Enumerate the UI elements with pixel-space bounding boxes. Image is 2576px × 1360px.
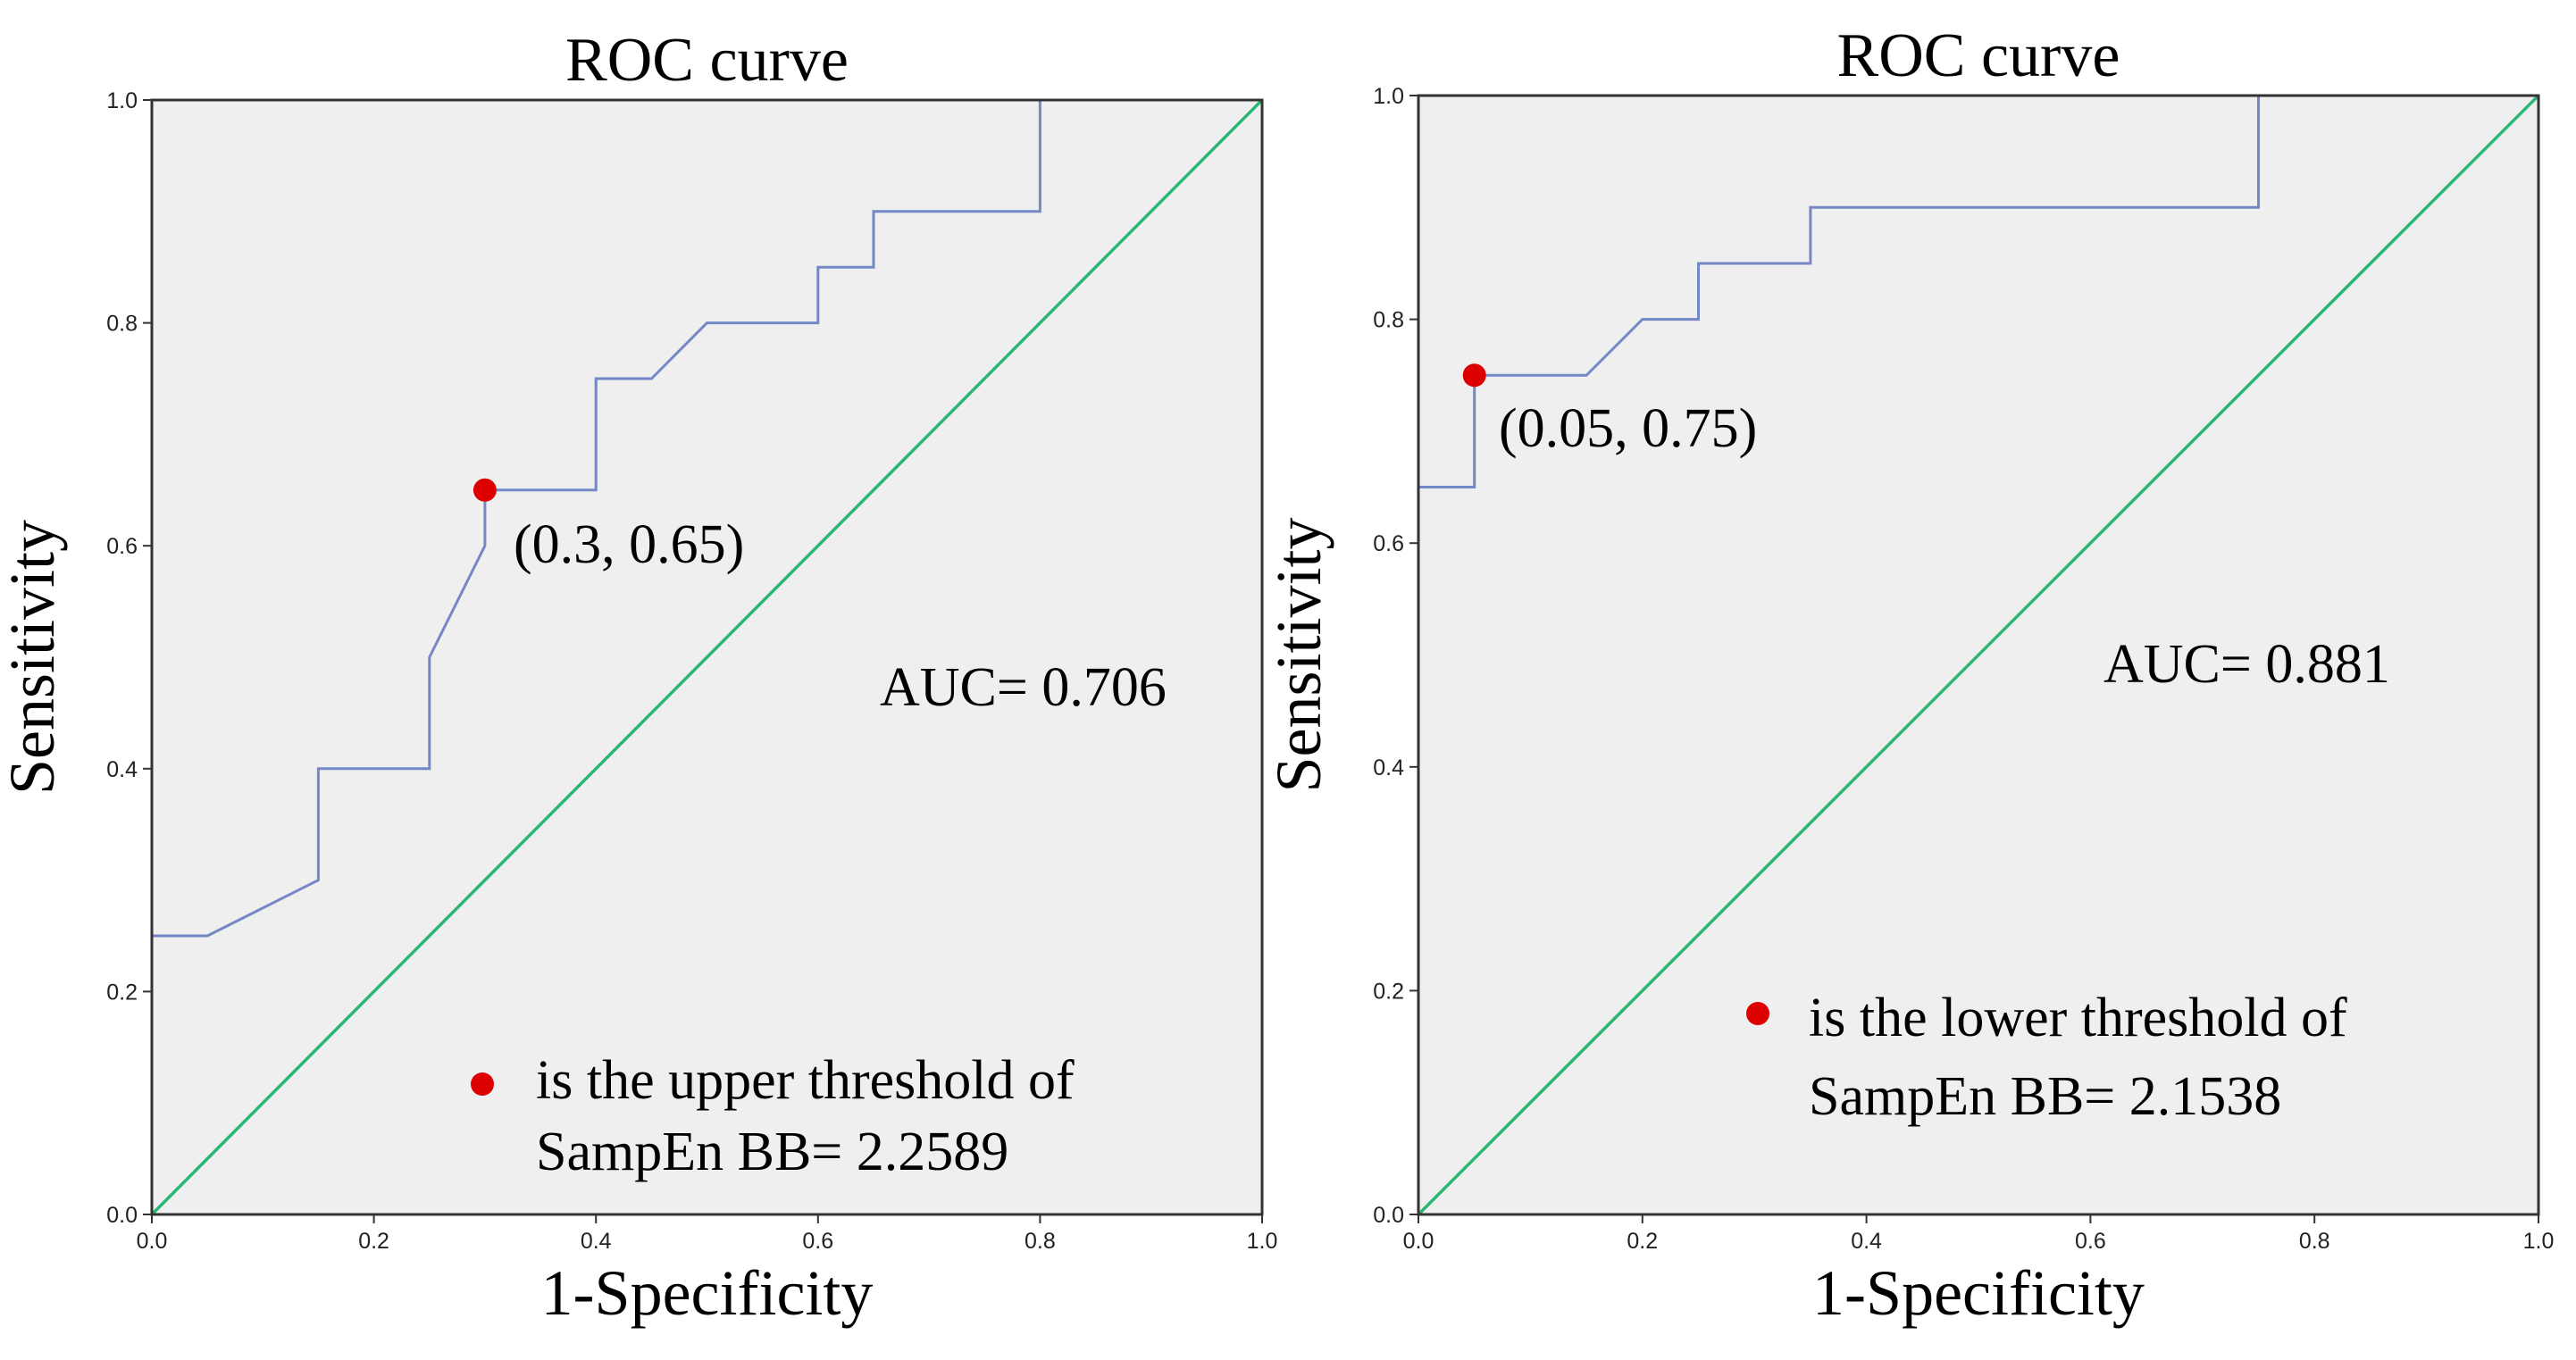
y-tick-label: 0.8 [1373, 308, 1404, 333]
chart-title-2: ROC curve [1837, 21, 2120, 90]
y-axis-label-1: Sensitivity [0, 520, 68, 795]
legend-text-line1-2: is the lower threshold of [1809, 988, 2347, 1048]
y-tick-label: 0.2 [106, 980, 138, 1005]
y-tick-label: 0.2 [1373, 979, 1404, 1004]
y-tick-label: 0.0 [106, 1203, 138, 1228]
threshold-point-label-1: (0.3, 0.65) [514, 514, 744, 575]
x-tick-label: 0.8 [2299, 1229, 2330, 1254]
x-axis-label-1: 1-Specificity [541, 1257, 874, 1329]
auc-label-2: AUC= 0.881 [2103, 634, 2390, 695]
y-tick-label: 0.6 [106, 534, 138, 559]
y-tick-label: 0.4 [1373, 755, 1404, 780]
roc-curve-2 [1417, 94, 2538, 1214]
auc-label-1: AUC= 0.706 [880, 657, 1167, 718]
axis-frame-2 [1417, 94, 2540, 1216]
threshold-marker-1 [473, 478, 497, 502]
legend-marker-1 [471, 1072, 494, 1096]
axis-frame-1 [150, 98, 1264, 1216]
y-axis-label-2: Sensitivity [1263, 517, 1334, 792]
threshold-point-label-2: (0.05, 0.75) [1499, 398, 1757, 459]
x-tick-label: 0.4 [1851, 1229, 1882, 1254]
y-tick-label: 1.0 [1373, 84, 1404, 109]
chart-title-1: ROC curve [565, 26, 849, 95]
legend-text-line2-2: SampEn BB= 2.1538 [1809, 1066, 2281, 1127]
roc-curve-1 [150, 98, 1262, 1214]
x-tick-label: 0.2 [358, 1229, 389, 1254]
x-tick-label: 1.0 [1247, 1229, 1278, 1254]
x-tick-label: 0.8 [1025, 1229, 1056, 1254]
y-tick-label: 0.6 [1373, 531, 1404, 556]
x-tick-label: 0.6 [802, 1229, 833, 1254]
x-tick-label: 0.0 [1403, 1229, 1434, 1254]
x-tick-label: 0.2 [1627, 1229, 1658, 1254]
reference-line-2 [1417, 94, 2540, 1216]
x-tick-label: 1.0 [2523, 1229, 2555, 1254]
y-tick-label: 0.0 [1373, 1203, 1404, 1228]
reference-line-1 [150, 98, 1264, 1216]
y-tick-label: 0.8 [106, 312, 138, 337]
legend-text-line1-1: is the upper threshold of [536, 1050, 1075, 1111]
threshold-marker-2 [1462, 363, 1486, 388]
y-tick-label: 0.4 [106, 757, 138, 782]
x-tick-label: 0.6 [2075, 1229, 2106, 1254]
x-tick-label: 0.0 [137, 1229, 168, 1254]
x-tick-label: 0.4 [581, 1229, 612, 1254]
x-axis-label-2: 1-Specificity [1812, 1257, 2145, 1329]
legend-text-line2-1: SampEn BB= 2.2589 [536, 1122, 1008, 1182]
y-tick-label: 1.0 [106, 88, 138, 113]
legend-marker-2 [1746, 1002, 1769, 1025]
